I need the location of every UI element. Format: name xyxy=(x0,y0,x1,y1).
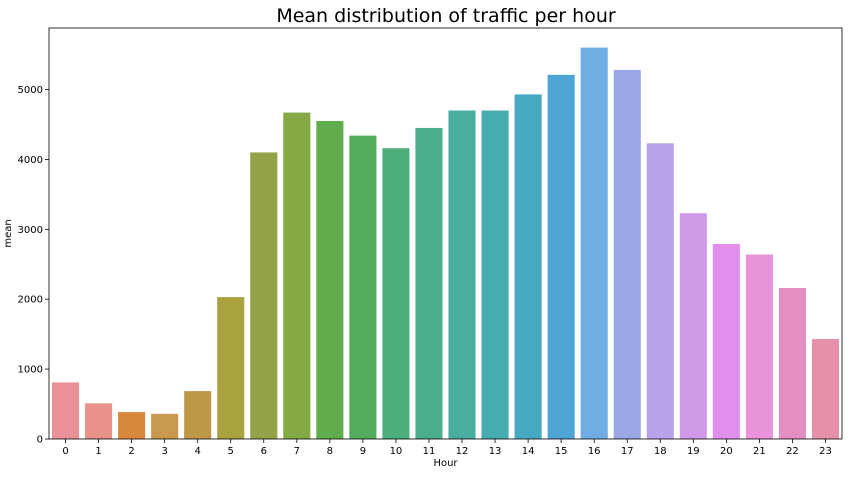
x-tick-label-9: 9 xyxy=(360,446,366,457)
x-tick-label-4: 4 xyxy=(195,446,201,457)
bar-13 xyxy=(481,110,509,440)
x-axis: 0 1 2 3 4 5 6 7 8 9 10 11 12 13 14 15 16 17 18 19 20 21 22 23 xyxy=(62,439,832,457)
bar-18 xyxy=(646,143,674,439)
x-tick-label-15: 15 xyxy=(555,446,568,457)
bar-12 xyxy=(448,110,476,440)
chart-title: Mean distribution of traffic per hour xyxy=(276,5,616,27)
bars-group xyxy=(51,47,840,440)
x-tick-label-0: 0 xyxy=(62,446,68,457)
bar-2 xyxy=(118,412,146,439)
x-tick-label-2: 2 xyxy=(128,446,134,457)
bar-16 xyxy=(580,47,608,439)
bar-21 xyxy=(745,254,773,439)
x-tick-label-8: 8 xyxy=(327,446,333,457)
x-tick-label-3: 3 xyxy=(161,446,167,457)
bar-3 xyxy=(151,413,179,439)
bar-7 xyxy=(283,112,311,439)
x-tick-label-19: 19 xyxy=(687,446,700,457)
x-tick-label-22: 22 xyxy=(786,446,799,457)
x-tick-label-13: 13 xyxy=(489,446,502,457)
y-tick-label-2000: 2000 xyxy=(18,295,43,306)
x-tick-label-12: 12 xyxy=(456,446,469,457)
x-tick-label-18: 18 xyxy=(654,446,667,457)
y-tick-label-5000: 5000 xyxy=(18,85,43,96)
bar-23 xyxy=(811,339,840,439)
y-axis: 0 1000 2000 3000 4000 5000 xyxy=(18,85,49,446)
x-tick-label-7: 7 xyxy=(294,446,300,457)
x-tick-label-17: 17 xyxy=(621,446,634,457)
y-axis-label: mean xyxy=(3,219,14,247)
bar-20 xyxy=(712,243,740,439)
x-tick-label-11: 11 xyxy=(423,446,436,457)
bar-4 xyxy=(184,391,212,439)
bar-1 xyxy=(85,403,113,439)
x-tick-label-16: 16 xyxy=(588,446,601,457)
bar-0 xyxy=(51,382,80,439)
bar-5 xyxy=(217,297,245,439)
bar-19 xyxy=(679,213,707,439)
x-tick-label-5: 5 xyxy=(228,446,234,457)
x-axis-label: Hour xyxy=(433,458,458,469)
bar-14 xyxy=(514,94,542,439)
x-tick-label-10: 10 xyxy=(390,446,403,457)
y-tick-label-3000: 3000 xyxy=(18,225,43,236)
x-tick-label-6: 6 xyxy=(261,446,267,457)
x-tick-label-1: 1 xyxy=(95,446,101,457)
bar-22 xyxy=(778,288,806,439)
x-tick-label-20: 20 xyxy=(720,446,733,457)
y-tick-label-4000: 4000 xyxy=(18,155,43,166)
y-tick-label-0: 0 xyxy=(37,435,43,446)
x-tick-label-23: 23 xyxy=(819,446,832,457)
x-tick-label-21: 21 xyxy=(753,446,766,457)
bar-10 xyxy=(382,148,410,439)
plot-frame xyxy=(48,27,843,440)
x-tick-label-14: 14 xyxy=(522,446,535,457)
bar-6 xyxy=(250,152,278,439)
bar-9 xyxy=(349,135,377,439)
bar-11 xyxy=(415,127,443,440)
bar-8 xyxy=(316,120,344,439)
bar-15 xyxy=(547,74,575,439)
y-tick-label-1000: 1000 xyxy=(18,365,43,376)
bar-17 xyxy=(613,69,641,439)
